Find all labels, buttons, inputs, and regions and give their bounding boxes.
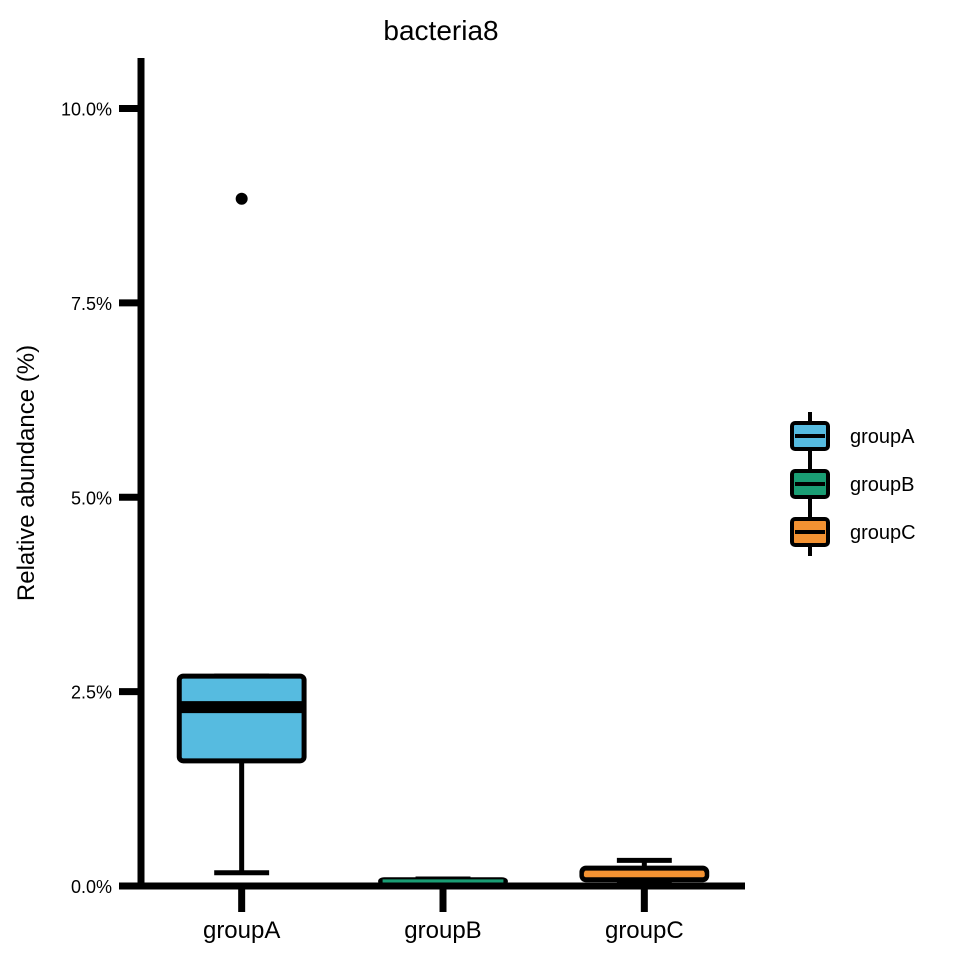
axes: 0.0% 2.5% 5.0% 7.5% 10.0% groupA groupB groupC xyxy=(61,58,745,944)
legend-item-groupC: groupC xyxy=(790,508,916,556)
legend-item-groupB: groupB xyxy=(790,460,915,508)
box-groupA xyxy=(176,192,307,876)
box-body xyxy=(176,673,307,764)
legend-label: groupB xyxy=(850,474,915,496)
outlier-point xyxy=(235,192,248,205)
box-groupC xyxy=(579,857,710,887)
x-tick-label: groupB xyxy=(404,917,481,944)
y-axis-title: Relative abundance (%) xyxy=(13,345,40,601)
x-tick-label: groupA xyxy=(203,917,280,944)
y-tick-label: 0.0% xyxy=(71,877,112,897)
legend-label: groupC xyxy=(850,522,916,544)
legend-label: groupA xyxy=(850,426,915,448)
y-tick-label: 7.5% xyxy=(71,294,112,314)
y-tick-label: 2.5% xyxy=(71,683,112,703)
y-tick-label: 10.0% xyxy=(61,100,112,120)
legend: groupA groupB groupC xyxy=(790,412,916,556)
chart-title: bacteria8 xyxy=(383,15,498,46)
legend-item-groupA: groupA xyxy=(790,412,915,460)
x-tick-label: groupC xyxy=(605,917,684,944)
plot-area xyxy=(176,192,710,887)
y-tick-label: 5.0% xyxy=(71,488,112,508)
